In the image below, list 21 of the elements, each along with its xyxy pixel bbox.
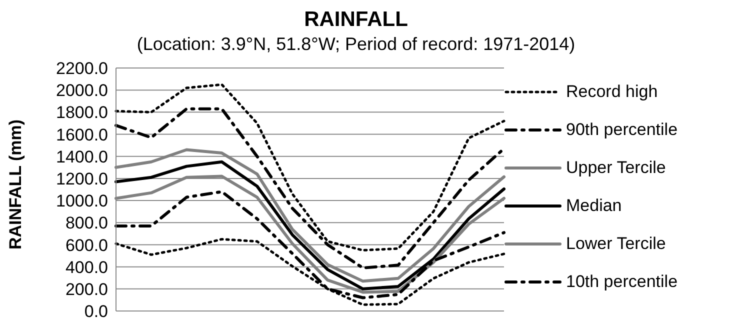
legend-label: Upper Tercile: [566, 158, 666, 178]
y-axis-title: RAINFALL (mm): [6, 119, 26, 250]
y-tick-label: 1800.0: [56, 103, 108, 122]
y-tick-label: 400.0: [65, 258, 108, 277]
y-tick-label: 2200.0: [56, 59, 108, 78]
y-tick-label: 1000.0: [56, 192, 108, 211]
legend-label: Lower Tercile: [566, 234, 666, 254]
y-tick-label: 200.0: [65, 280, 108, 299]
y-tick-label: 1600.0: [56, 125, 108, 144]
chart-title: RAINFALL: [303, 8, 409, 32]
legend-label: 90th percentile: [566, 120, 678, 140]
y-tick-label: 2000.0: [56, 81, 108, 100]
chart-subtitle: (Location: 3.9°N, 51.8°W; Period of record: 1971-2014): [136, 33, 576, 56]
y-tick-label: 800.0: [65, 214, 108, 233]
y-tick-label: 1200.0: [56, 169, 108, 188]
legend-label: Median: [566, 196, 622, 216]
legend-label: 10th percentile: [566, 272, 678, 292]
y-tick-label: 600.0: [65, 236, 108, 255]
y-tick-label: 1400.0: [56, 147, 108, 166]
legend-label: Record high: [566, 82, 658, 102]
y-tick-label: 0.0: [84, 302, 108, 321]
